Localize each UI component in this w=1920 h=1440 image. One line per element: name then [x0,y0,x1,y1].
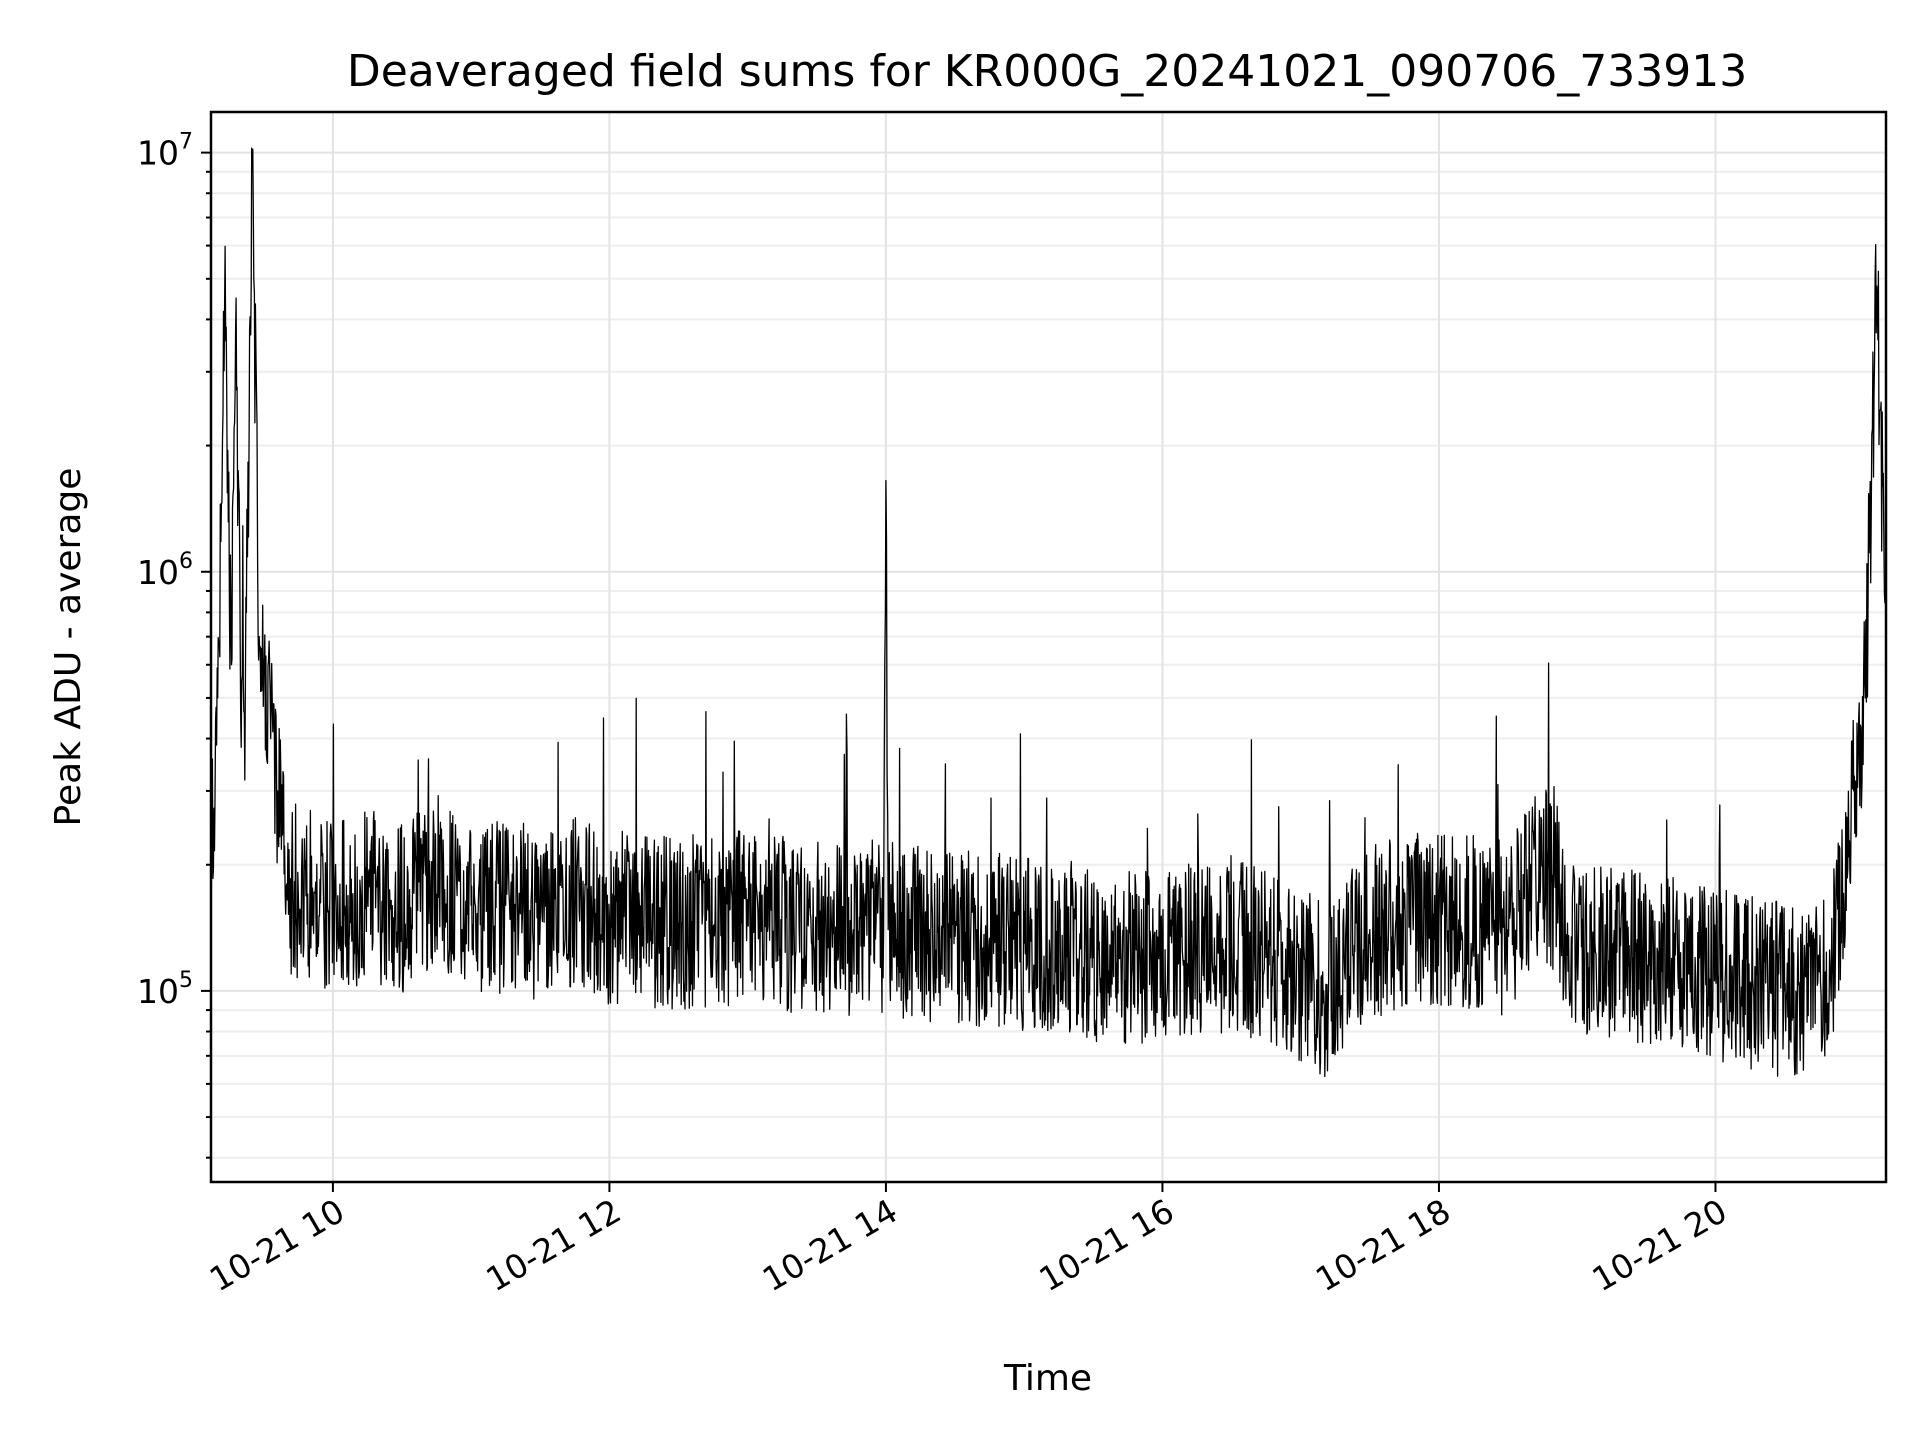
grid [211,112,1886,1182]
y-tick-base: 10 [137,972,179,1011]
axes-frame [209,110,1888,1184]
series-line [210,147,1887,1078]
y-tick-exponent: 5 [179,968,193,993]
x-axis-label: Time [1003,1358,1092,1399]
y-tick-base: 10 [137,553,179,592]
y-tick-label: 107 [137,130,193,173]
y-tick-exponent: 6 [179,549,193,574]
data-line [210,147,1887,1078]
y-tick-base: 10 [137,134,179,173]
y-tick-label: 106 [137,549,193,592]
y-tick-exponent: 7 [179,130,193,155]
y-axis-label: Peak ADU - average [48,468,89,827]
y-tick-label: 105 [137,968,193,1011]
chart-title: Deaveraged field sums for KR000G_2024102… [347,46,1747,97]
